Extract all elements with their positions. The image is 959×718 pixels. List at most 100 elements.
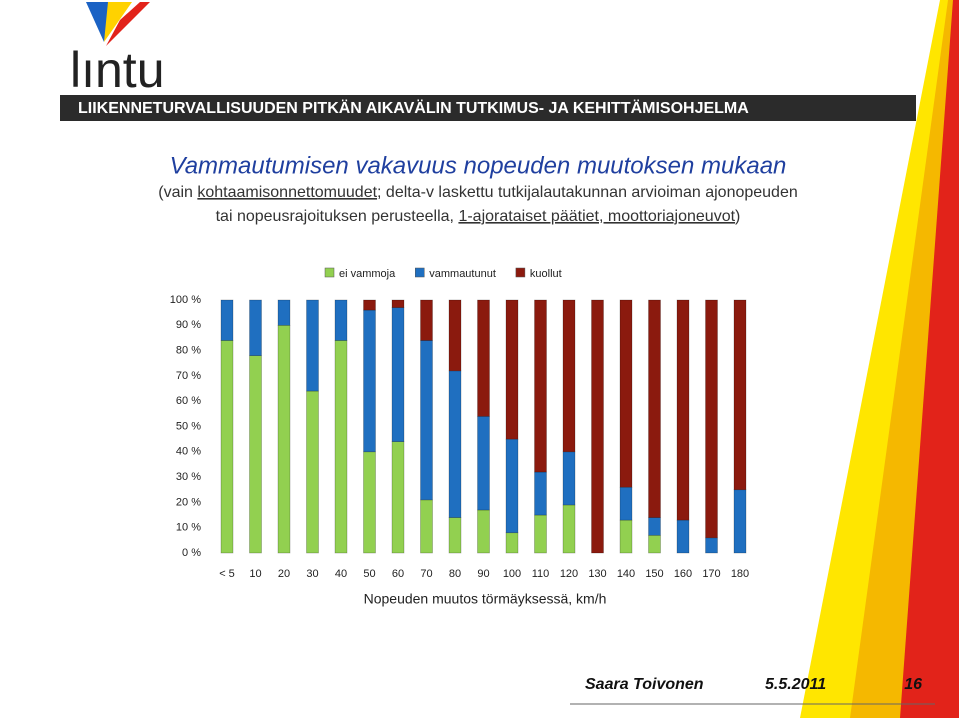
bar-segment: [705, 537, 718, 554]
x-axis-title: Nopeuden muutos törmäyksessä, km/h: [364, 591, 607, 607]
x-tick-label: 20: [278, 568, 290, 580]
x-tick-label: 70: [420, 568, 432, 580]
y-tick-label: 70 %: [176, 370, 201, 382]
title: Vammautumisen vakavuus nopeuden muutokse…: [170, 152, 787, 179]
banner: [60, 95, 916, 121]
bar-segment: [391, 299, 405, 308]
bar-segment: [562, 504, 576, 554]
x-tick-label: < 5: [219, 568, 235, 580]
decoration: [900, 0, 959, 718]
banner-text: LIIKENNETURVALLISUUDEN PITKÄN AIKAVÄLIN …: [78, 99, 749, 117]
y-tick-label: 20 %: [176, 496, 201, 508]
subtitle: tai nopeusrajoituksen perusteella, 1-ajo…: [216, 208, 741, 225]
plot: 0 % 10 % 20 % 30 % 40 % 50 % 60 % 70 % 80 % 90 % 1…: [170, 267, 749, 580]
bar-segment: [733, 299, 747, 491]
bar-segment: [505, 299, 519, 440]
footer-author: Saara Toivonen: [585, 676, 704, 693]
logo: lıntu: [70, 42, 165, 98]
y-tick-label: 60 %: [176, 395, 201, 407]
logo-shape: [106, 2, 150, 46]
bar-segment: [334, 340, 348, 554]
bar-segment: [534, 471, 547, 516]
x-tick-label: 160: [674, 568, 692, 580]
bar-segment: [306, 299, 319, 392]
x-tick-label: 170: [702, 568, 720, 580]
y-tick-label: 80 %: [176, 345, 201, 357]
bar-segment: [420, 340, 433, 501]
y-tick-label: 40 %: [176, 446, 201, 458]
subtitle-part: ; delta-v laskettu tutkijalautakunnan ar…: [377, 184, 798, 201]
y-tick-label: 50 %: [176, 420, 201, 432]
x-tick-label: 130: [588, 568, 606, 580]
legend-label: kuollut: [530, 268, 562, 280]
legend-label: vammautunut: [429, 268, 496, 280]
bar-segment: [277, 324, 291, 554]
y-tick-label: 0 %: [182, 547, 201, 559]
bar-segment: [420, 299, 433, 341]
x-tick-label: 80: [449, 568, 461, 580]
bar-segment: [391, 441, 405, 554]
bar-segment: [648, 517, 661, 536]
x-tick-label: 60: [392, 568, 404, 580]
bar-segment: [733, 489, 747, 554]
footer-page: 16: [904, 676, 922, 693]
bar-segment: [477, 299, 490, 417]
bar-segment: [591, 299, 604, 554]
legend-swatch: [324, 267, 335, 278]
bar-segment: [648, 299, 661, 518]
x-tick-label: 140: [617, 568, 635, 580]
y-tick-label: 100 %: [170, 294, 201, 306]
x-tick-label: 150: [645, 568, 663, 580]
bar-segment: [306, 390, 319, 554]
x-tick-label: 40: [335, 568, 347, 580]
bar-segment: [249, 299, 262, 356]
bar-segment: [363, 309, 376, 453]
bar-segment: [505, 532, 519, 554]
bar-segment: [648, 534, 661, 554]
subtitle-part: (vain: [158, 184, 197, 201]
x-tick-label: 100: [503, 568, 521, 580]
bar-segment: [477, 416, 490, 511]
bar-segment: [448, 517, 462, 554]
bar-segment: [534, 299, 547, 473]
bar-segment: [562, 299, 576, 453]
bar-segment: [505, 438, 519, 534]
bar-segment: [220, 299, 234, 341]
legend-swatch: [515, 267, 526, 278]
bar-segment: [391, 307, 405, 442]
logo-shape: [104, 2, 132, 42]
bar-segment: [249, 355, 262, 554]
bar-segment: [420, 499, 433, 554]
subtitle-part: ): [735, 208, 740, 225]
bar-segment: [619, 486, 633, 521]
bar-segment: [619, 299, 633, 488]
legend-swatch: [415, 267, 425, 278]
x-tick-label: 50: [363, 568, 375, 580]
bar-segment: [676, 519, 690, 554]
bar-segment: [562, 451, 576, 506]
subtitle-part: tai nopeusrajoituksen perusteella,: [216, 208, 459, 225]
legend-label: ei vammoja: [339, 268, 396, 280]
subtitle-part: kohtaamisonnettomuudet: [197, 184, 377, 201]
bar-segment: [534, 514, 547, 554]
bar-segment: [676, 299, 690, 521]
x-tick-label: 110: [532, 568, 550, 580]
y-tick-label: 10 %: [176, 522, 201, 534]
bar-segment: [363, 451, 376, 554]
footer-date: 5.5.2011: [765, 676, 826, 693]
subtitle-part: 1-ajorataiset päätiet, moottoriajoneuvot: [458, 208, 735, 225]
bar-segment: [334, 299, 348, 341]
x-tick-label: 90: [477, 568, 489, 580]
bar-segment: [705, 299, 718, 539]
bar-segment: [448, 299, 462, 372]
x-tick-label: 10: [249, 568, 261, 580]
x-tick-label: 30: [306, 568, 318, 580]
bar-segment: [619, 519, 633, 554]
bar-segment: [363, 299, 376, 311]
y-tick-label: 30 %: [176, 471, 201, 483]
subtitle: (vain kohtaamisonnettomuudet; delta-v la…: [158, 184, 798, 201]
x-tick-label: 120: [560, 568, 578, 580]
x-tick-label: 180: [731, 568, 749, 580]
bar-segment: [477, 509, 490, 554]
